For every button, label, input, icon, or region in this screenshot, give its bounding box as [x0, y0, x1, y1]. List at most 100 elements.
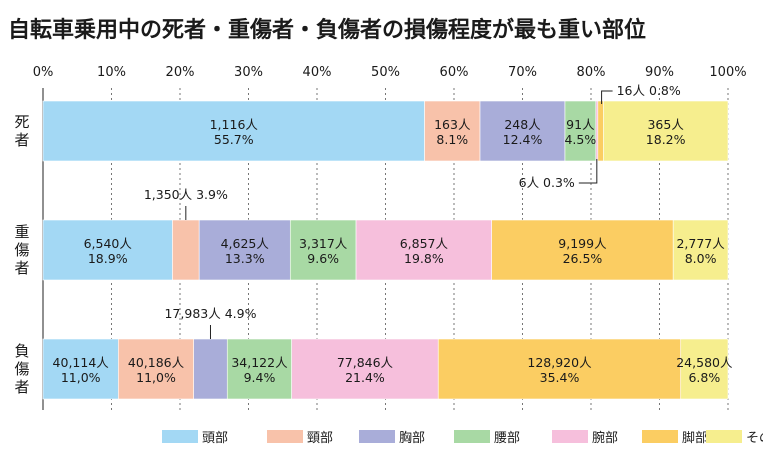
data-label-count: 40,186人	[128, 355, 185, 370]
data-label-percent: 9.6%	[307, 251, 339, 266]
legend-item: 頸部	[267, 430, 333, 446]
bar-segment	[595, 100, 599, 162]
data-label-count: 4,625人	[221, 236, 270, 251]
legend-item: 脚部	[642, 430, 708, 446]
bar-segment	[198, 219, 291, 281]
data-label-count: 6,857人	[400, 236, 449, 251]
legend-item: 腰部	[454, 430, 520, 446]
data-label-count: 365人	[647, 117, 684, 132]
data-label-percent: 55.7%	[214, 132, 254, 147]
x-tick-label: 60%	[440, 65, 469, 80]
data-label-count: 24,580人	[676, 355, 733, 370]
data-label-count: 9,199人	[558, 236, 607, 251]
category-label-char: 傷	[14, 360, 29, 378]
category-label: 重傷者	[14, 223, 29, 277]
data-label-percent: 4.5%	[564, 132, 596, 147]
bar-segment	[597, 100, 604, 162]
callout-line	[578, 159, 598, 184]
data-label-percent: 18.2%	[646, 132, 686, 147]
data-label-count: 77,846人	[337, 355, 394, 370]
bar-segment	[118, 338, 194, 400]
x-tick-label: 20%	[166, 65, 195, 80]
bar-segment	[289, 219, 357, 281]
callouts: 16人 0.8% 6人 0.3% 1,350人 3.9% 17,983人 4.9%	[144, 83, 681, 339]
data-label-percent: 9.4%	[244, 370, 276, 385]
x-tick-label: 0%	[33, 65, 54, 80]
legend-label: 頭部	[202, 431, 228, 446]
data-label-percent: 6.8%	[688, 370, 720, 385]
chart-title: 自転車乗用中の死者・重傷者・負傷者の損傷程度が最も重い部位	[8, 17, 646, 43]
data-label-count: 3,317人	[299, 236, 348, 251]
bar-segment	[42, 219, 173, 281]
legend-item: 胸部	[359, 430, 425, 446]
bar-segment	[226, 338, 292, 400]
callout-label: 16人 0.8%	[617, 83, 681, 98]
data-label-percent: 8.1%	[436, 132, 468, 147]
bar-segment	[42, 100, 425, 162]
category-label: 死者	[14, 113, 29, 149]
data-label-percent: 12.4%	[503, 132, 543, 147]
callout-line	[601, 90, 613, 104]
data-label-percent: 18.9%	[88, 251, 128, 266]
data-label-percent: 26.5%	[563, 251, 603, 266]
legend-swatch	[359, 430, 395, 443]
bar-segment	[603, 100, 729, 162]
bar-segment	[172, 219, 200, 281]
legend-label: 脚部	[682, 430, 708, 446]
legend-swatch	[552, 430, 588, 443]
data-label-count: 91人	[566, 117, 595, 132]
x-tick-label: 10%	[97, 65, 126, 80]
legend-swatch	[267, 430, 303, 443]
legend-swatch	[162, 430, 198, 443]
x-tick-label: 70%	[508, 65, 537, 80]
legend: 頭部 頸部 胸部 腰部 腕部 脚部 その他	[162, 430, 763, 446]
bar-segment	[479, 100, 566, 162]
callout: 17,983人 4.9%	[164, 306, 257, 339]
callout: 1,350人 3.9%	[144, 187, 228, 220]
legend-label: 腰部	[494, 431, 520, 446]
bar-segment	[291, 338, 439, 400]
x-tick-label: 100%	[709, 65, 746, 80]
bar-segment	[680, 338, 729, 400]
data-label-count: 163人	[434, 117, 471, 132]
data-label-percent: 11,0%	[61, 370, 101, 385]
callout-label: 17,983人 4.9%	[164, 306, 256, 321]
data-label-percent: 21.4%	[345, 370, 385, 385]
data-label-count: 6,540人	[84, 236, 133, 251]
data-label-count: 2,777人	[676, 236, 725, 251]
x-tick-label: 80%	[577, 65, 606, 80]
callout: 6人 0.3%	[519, 159, 598, 190]
data-label-percent: 35.4%	[540, 370, 580, 385]
x-tick-label: 40%	[303, 65, 332, 80]
category-label-char: 重	[14, 223, 29, 241]
bars: 1,116人55.7%163人8.1%248人12.4%91人4.5%365人1…	[42, 100, 733, 400]
category-label-char: 傷	[14, 241, 29, 259]
data-label-percent: 19.8%	[404, 251, 444, 266]
legend-swatch	[454, 430, 490, 443]
callout: 16人 0.8%	[601, 83, 681, 104]
category-label: 負傷者	[14, 342, 29, 396]
x-tick-label: 90%	[645, 65, 674, 80]
legend-item: 腕部	[552, 430, 618, 446]
bar-segment	[564, 100, 597, 162]
data-label-count: 40,114人	[53, 355, 110, 370]
legend-label: 頸部	[307, 431, 333, 446]
bar-segment	[437, 338, 682, 400]
category-label-char: 死	[14, 113, 29, 131]
x-tick-label: 50%	[371, 65, 400, 80]
category-label-char: 者	[14, 131, 29, 149]
bar-segment	[355, 219, 492, 281]
legend-item: その他	[706, 430, 763, 446]
x-axis-ticks: 0% 10% 20% 30% 40% 50% 60% 70% 80% 90% 100%	[33, 65, 747, 80]
data-label-percent: 8.0%	[685, 251, 717, 266]
data-label-percent: 11,0%	[136, 370, 176, 385]
bar-segment	[193, 338, 228, 400]
data-label-percent: 13.3%	[225, 251, 265, 266]
callout-label: 6人 0.3%	[519, 175, 575, 190]
legend-label: 腕部	[592, 430, 618, 446]
callout-label: 1,350人 3.9%	[144, 187, 228, 202]
x-tick-label: 30%	[234, 65, 263, 80]
legend-item: 頭部	[162, 430, 228, 446]
category-label-char: 負	[14, 342, 29, 360]
